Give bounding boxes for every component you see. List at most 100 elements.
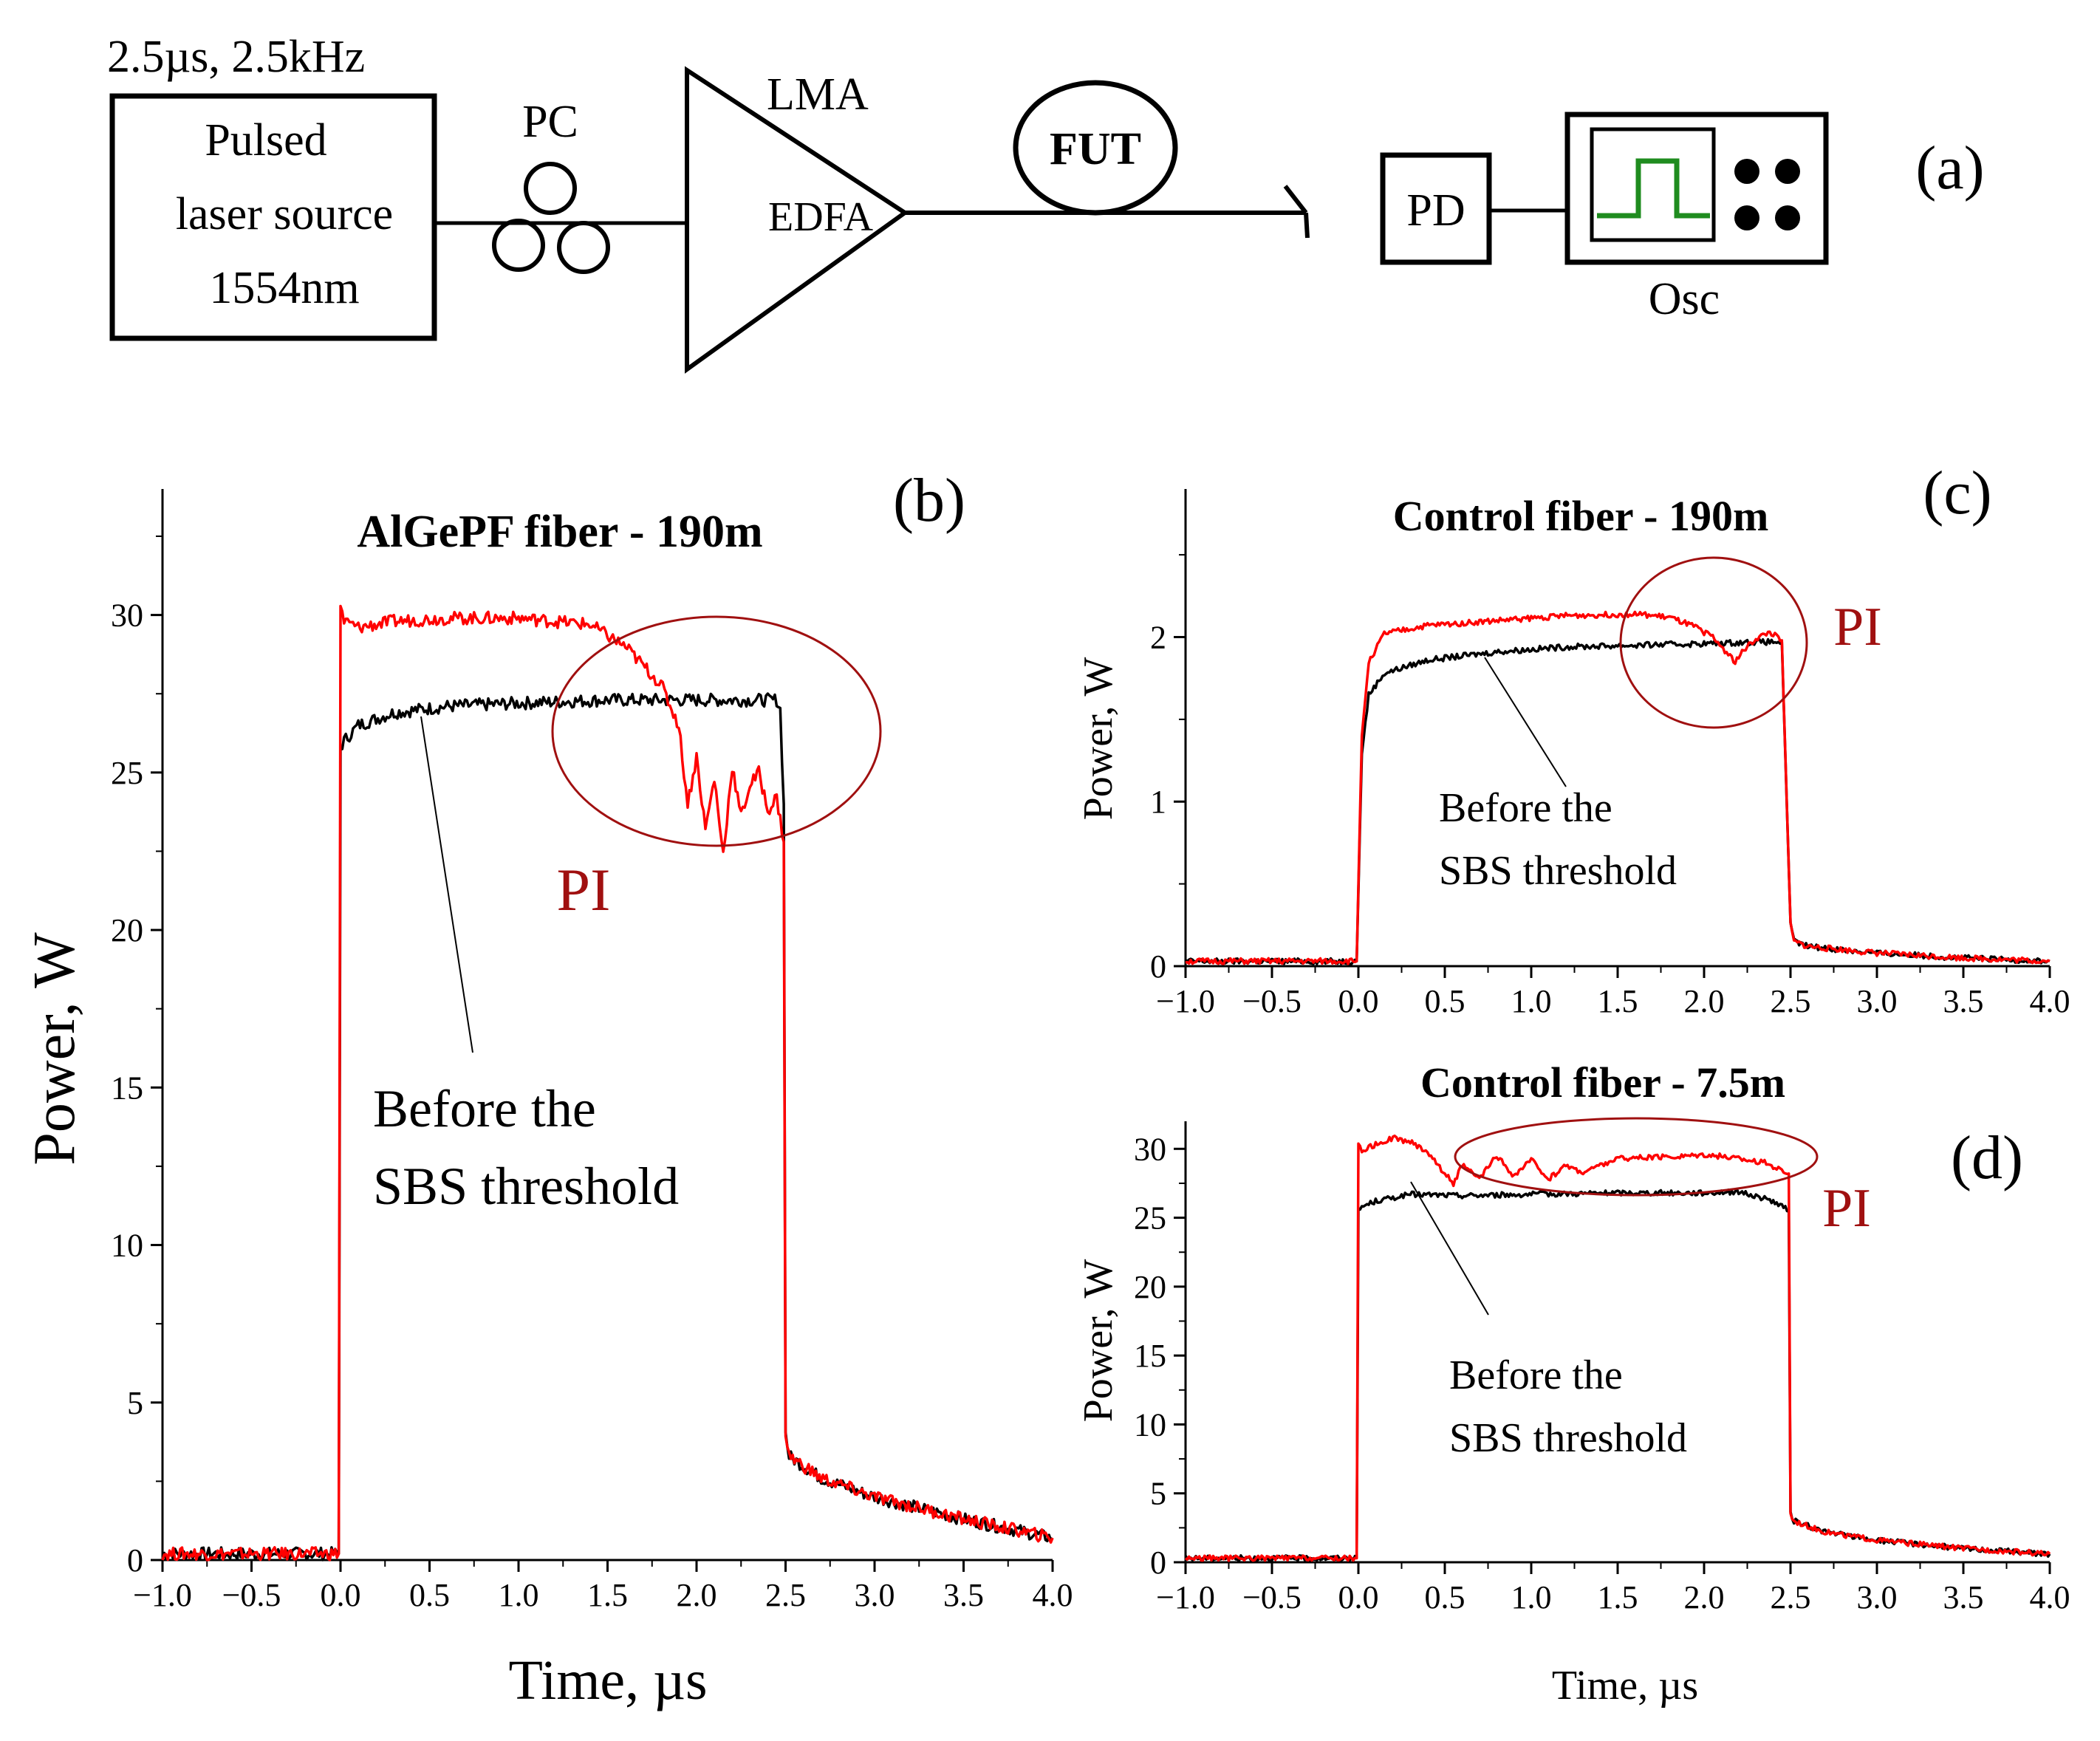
- oscilloscope-box: [1564, 112, 1829, 265]
- x-tick-label: 3.5: [1943, 983, 1984, 1019]
- annotation-line1-d: Before the: [1449, 1352, 1623, 1398]
- knob-icon: [1775, 159, 1800, 184]
- annotation-leader-d: [1410, 1181, 1489, 1316]
- panel-label-c: (c): [1923, 459, 1991, 527]
- knob-icon: [1734, 205, 1759, 230]
- source-params: 2.5µs, 2.5kHz: [107, 32, 365, 82]
- pi-ellipse-b: [551, 615, 882, 847]
- series-b: [161, 604, 1054, 1562]
- y-tick-label: 15: [111, 1070, 143, 1106]
- annotation-leader-b: [420, 716, 473, 1053]
- chart-c: −1.0 −0.5 0.0 0.5 1.0 1.5 2.0 2.5 3.0 3.5 4.0 0 1 2 C…: [1075, 459, 2070, 1019]
- x-tick-label: 4.0: [1033, 1577, 1073, 1613]
- xlabel-d: Time, µs: [1552, 1663, 1698, 1708]
- chart-b: −1.0 −0.5 0.0 0.5 1.0 1.5 2.0 2.5 3.0 3.5 4.0 0 5 10 1…: [22, 466, 1073, 1711]
- y-tick-label: 5: [1150, 1476, 1166, 1512]
- series-line-black: [1184, 637, 2051, 965]
- y-tick-label: 30: [111, 598, 143, 634]
- pc-loop-icon: [557, 221, 610, 274]
- pc-loop-icon: [524, 162, 577, 215]
- x-tick-label: 0.0: [1338, 1579, 1379, 1615]
- y-tick-label: 0: [127, 1542, 143, 1578]
- x-tick-label: 4.0: [2030, 983, 2070, 1019]
- fiber-end-icon: [1304, 212, 1310, 239]
- y-tick-label: 25: [111, 755, 143, 791]
- y-tick-label: 5: [127, 1385, 143, 1421]
- x-tick-label: −0.5: [222, 1577, 281, 1613]
- y-tick-label: 10: [1134, 1406, 1166, 1443]
- pi-ellipse-d: [1454, 1117, 1819, 1197]
- x-tick-label: 4.0: [2030, 1579, 2070, 1615]
- series-c: [1184, 610, 2051, 965]
- axes-b: −1.0 −0.5 0.0 0.5 1.0 1.5 2.0 2.5 3.0 3.5 4.0 0 5 10 1…: [111, 489, 1073, 1613]
- annotation-line1-b: Before the: [373, 1079, 596, 1138]
- annotation-line2-c: SBS threshold: [1439, 848, 1677, 894]
- x-tick-label: 1.0: [1511, 983, 1552, 1019]
- pc-label: PC: [522, 97, 578, 147]
- axes-d: −1.0 −0.5 0.0 0.5 1.0 1.5 2.0 2.5 3.0 3.5 4.0 0 5 10 1…: [1134, 1121, 2070, 1615]
- y-tick-label: 0: [1150, 1545, 1166, 1581]
- x-tick-label: 1.5: [1598, 983, 1638, 1019]
- panel-label-d: (d): [1951, 1123, 2023, 1192]
- pd-label: PD: [1406, 185, 1465, 236]
- x-tick-label: 1.0: [499, 1577, 539, 1613]
- osc-label: Osc: [1649, 274, 1720, 324]
- x-tick-label: −0.5: [1242, 983, 1302, 1019]
- y-tick-label: 25: [1134, 1200, 1166, 1237]
- x-tick-label: 3.5: [1943, 1579, 1984, 1615]
- xlabel-b: Time, µs: [508, 1649, 707, 1711]
- series-line-red: [1184, 1134, 2051, 1562]
- x-tick-label: 2.5: [1771, 983, 1811, 1019]
- ylabel-c: Power, W: [1075, 657, 1121, 821]
- series-line-red: [1185, 610, 2051, 965]
- y-tick-label: 10: [111, 1228, 143, 1264]
- pc-loop-icon: [492, 219, 545, 272]
- series-d: [1184, 1134, 2051, 1562]
- panel-label-b: (b): [893, 466, 965, 535]
- series-line-black: [162, 692, 1054, 1562]
- oscilloscope-pulse-icon: [1597, 158, 1710, 219]
- x-tick-label: 2.0: [1684, 1579, 1725, 1615]
- y-tick-label: 0: [1150, 948, 1166, 985]
- x-tick-label: 3.0: [1857, 983, 1898, 1019]
- pi-label-c: PI: [1833, 597, 1882, 657]
- x-tick-label: 2.5: [765, 1577, 806, 1613]
- source-label-3: 1554nm: [209, 263, 359, 313]
- x-tick-label: 3.0: [855, 1577, 895, 1613]
- x-tick-label: 2.0: [677, 1577, 717, 1613]
- x-tick-label: −1.0: [1156, 983, 1215, 1019]
- pi-ellipse-c: [1619, 556, 1808, 729]
- x-tick-label: 3.0: [1857, 1579, 1898, 1615]
- ylabel-d: Power, W: [1075, 1259, 1121, 1423]
- amp-label: EDFA: [768, 194, 874, 240]
- y-tick-label: 20: [1134, 1269, 1166, 1305]
- y-tick-label: 1: [1150, 784, 1166, 820]
- x-tick-label: 2.0: [1684, 983, 1725, 1019]
- annotation-leader-c: [1484, 657, 1567, 787]
- x-tick-label: 1.0: [1511, 1579, 1552, 1615]
- knob-icon: [1734, 159, 1759, 184]
- source-label-2: laser source: [176, 189, 393, 239]
- x-tick-label: 0.5: [1425, 983, 1465, 1019]
- source-label-1: Pulsed: [205, 115, 326, 165]
- chart-title-c: Control fiber - 190m: [1393, 492, 1769, 540]
- fiber-end-icon: [1283, 185, 1308, 214]
- knob-icon: [1775, 205, 1800, 230]
- annotation-line2-d: SBS threshold: [1449, 1415, 1687, 1461]
- x-tick-label: 1.5: [1598, 1579, 1638, 1615]
- chart-title-b: AlGePF fiber - 190m: [357, 507, 762, 557]
- annotation-line2-b: SBS threshold: [373, 1157, 679, 1216]
- x-tick-label: −0.5: [1242, 1579, 1302, 1615]
- x-tick-label: 1.5: [587, 1577, 628, 1613]
- setup-diagram: 2.5µs, 2.5kHz Pulsed laser source 1554nm…: [107, 32, 1985, 374]
- x-tick-label: −1.0: [133, 1577, 192, 1613]
- axes-c: −1.0 −0.5 0.0 0.5 1.0 1.5 2.0 2.5 3.0 3.5 4.0 0 1 2: [1150, 489, 2070, 1019]
- x-tick-label: 0.0: [321, 1577, 361, 1613]
- annotation-line1-c: Before the: [1439, 785, 1612, 831]
- chart-title-d: Control fiber - 7.5m: [1420, 1058, 1785, 1106]
- x-tick-label: −1.0: [1156, 1579, 1215, 1615]
- x-tick-label: 0.5: [409, 1577, 450, 1613]
- y-tick-label: 20: [111, 912, 143, 948]
- oscilloscope-screen: [1590, 127, 1716, 242]
